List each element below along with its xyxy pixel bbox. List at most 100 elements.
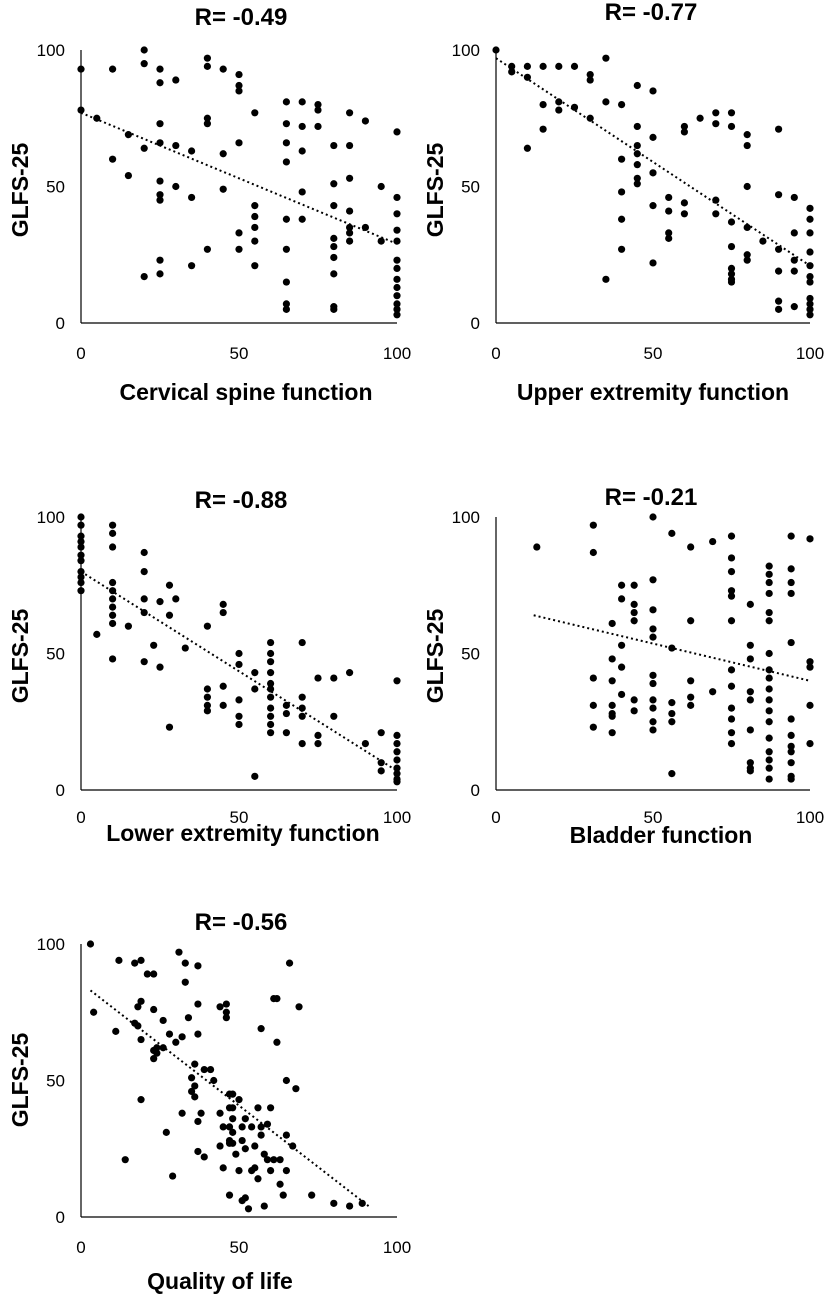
data-point	[806, 305, 814, 313]
data-point	[298, 188, 306, 196]
data-point	[787, 759, 795, 767]
data-point	[188, 1087, 196, 1096]
data-point	[219, 65, 227, 73]
data-point	[555, 106, 563, 114]
data-point	[727, 666, 736, 674]
data-point	[222, 1008, 230, 1016]
x-tick-label: 100	[796, 808, 824, 827]
data-point	[156, 196, 164, 204]
data-point	[787, 742, 795, 750]
data-point	[172, 182, 180, 191]
data-point	[393, 731, 401, 740]
y-tick-label: 50	[46, 1072, 65, 1091]
data-point	[298, 638, 306, 647]
data-point	[806, 294, 814, 303]
data-point	[156, 270, 164, 278]
data-point	[806, 272, 814, 281]
data-point	[77, 551, 85, 559]
data-point	[109, 619, 117, 628]
data-point	[172, 1038, 180, 1046]
x-tick-label: 0	[76, 344, 85, 363]
data-point	[806, 701, 814, 709]
data-point	[765, 718, 773, 726]
data-point	[282, 300, 290, 308]
data-point	[346, 669, 354, 677]
data-point	[806, 300, 814, 308]
data-point	[787, 775, 795, 783]
data-point	[790, 303, 798, 311]
data-point	[765, 562, 773, 570]
data-point	[188, 1074, 196, 1082]
data-point	[162, 1128, 170, 1136]
data-point	[267, 649, 275, 658]
data-point	[746, 641, 754, 649]
data-point	[589, 701, 597, 709]
data-point	[156, 598, 164, 606]
data-point	[270, 1156, 278, 1164]
data-point	[346, 229, 354, 237]
data-point	[109, 595, 117, 603]
data-point	[191, 1060, 199, 1068]
data-point	[765, 666, 773, 674]
data-point	[775, 125, 783, 133]
data-point	[775, 297, 783, 305]
data-point	[140, 60, 148, 68]
data-point	[254, 1175, 262, 1183]
data-point	[140, 595, 148, 603]
data-point	[112, 1027, 120, 1035]
data-point	[633, 150, 641, 158]
data-point	[241, 1194, 249, 1202]
data-point	[219, 682, 227, 690]
data-point	[508, 62, 516, 70]
data-point	[787, 565, 795, 573]
x-tick-label: 100	[383, 344, 411, 363]
data-point	[314, 731, 322, 740]
data-point	[790, 256, 798, 264]
data-point	[806, 204, 814, 212]
data-point	[393, 778, 401, 786]
data-point	[806, 658, 814, 666]
data-point	[649, 696, 657, 704]
data-point	[251, 212, 259, 221]
data-point	[790, 229, 798, 237]
chart-title: R= -0.56	[195, 909, 288, 936]
data-point	[229, 1115, 237, 1123]
data-point	[687, 701, 695, 709]
data-point	[203, 245, 211, 253]
data-point	[687, 677, 695, 685]
data-point	[746, 600, 754, 608]
data-point	[156, 663, 164, 671]
data-point	[330, 305, 338, 313]
x-tick-label: 100	[383, 808, 411, 827]
data-point	[298, 704, 306, 712]
data-point	[765, 589, 773, 598]
data-point	[267, 679, 275, 688]
data-point	[393, 756, 401, 764]
data-point	[680, 210, 689, 218]
data-point	[86, 940, 95, 948]
data-point	[330, 253, 338, 262]
data-point	[181, 959, 189, 967]
data-point	[188, 262, 196, 270]
data-point	[109, 587, 117, 595]
data-point	[222, 1014, 230, 1022]
data-point	[251, 669, 259, 677]
data-point	[153, 1049, 161, 1057]
data-point	[790, 267, 798, 275]
y-tick-label: 50	[461, 645, 480, 664]
data-point	[93, 630, 101, 638]
y-tick-label: 100	[37, 508, 65, 527]
y-tick-label: 50	[46, 178, 65, 197]
x-axis-label: Upper extremity function	[517, 379, 789, 405]
data-point	[775, 267, 783, 275]
data-point	[743, 182, 751, 191]
data-point	[618, 581, 626, 589]
data-point	[727, 109, 736, 117]
data-point	[260, 1202, 268, 1210]
data-point	[358, 1199, 366, 1207]
data-point	[251, 237, 259, 245]
data-point	[330, 270, 338, 278]
y-tick-label: 0	[471, 314, 480, 333]
